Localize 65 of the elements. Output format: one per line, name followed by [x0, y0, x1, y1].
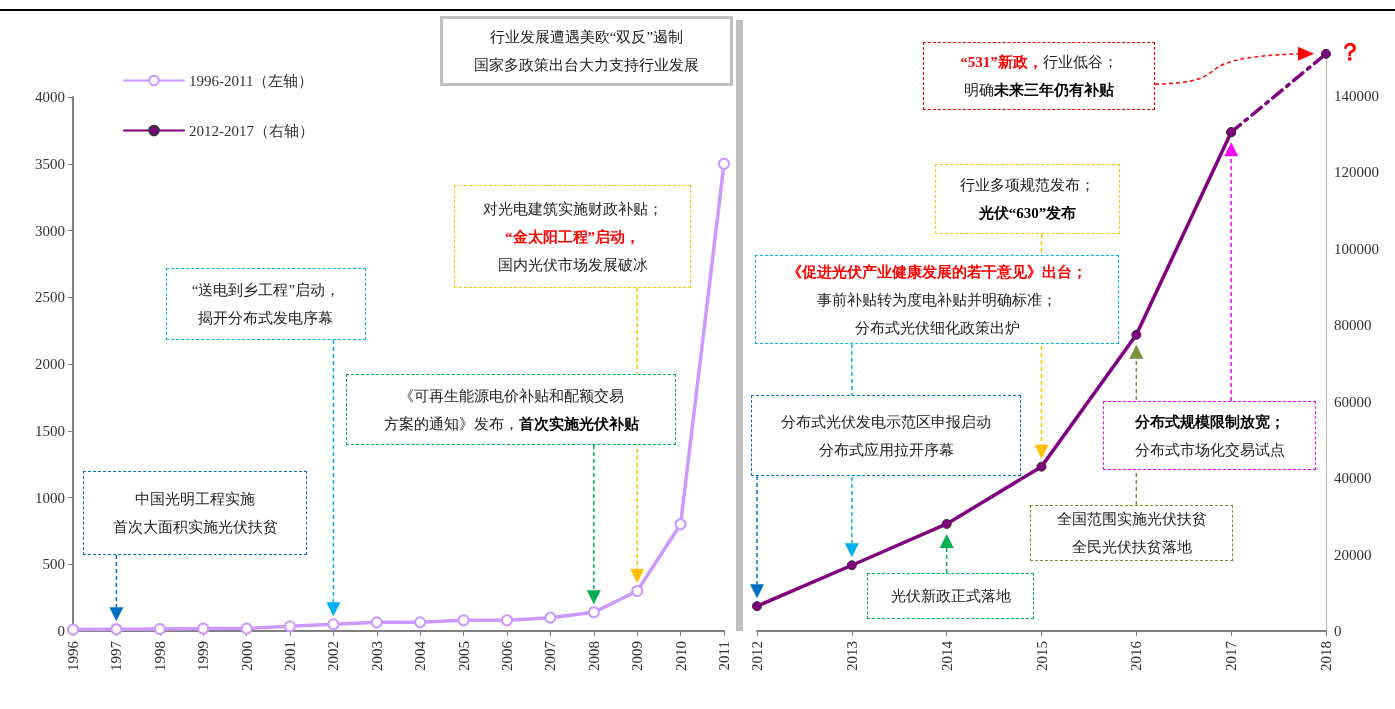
x-tick-label: 2000 [238, 641, 255, 671]
annotation: 光伏新政正式落地 [890, 588, 1011, 604]
x-tick-label: 1998 [151, 641, 168, 671]
annotation: 中国光明工程实施首次大面积实施光伏扶贫 [112, 491, 278, 535]
x-tick-label: 2002 [325, 641, 342, 671]
text: ？ [1338, 37, 1362, 67]
annotation: 《可再生能源电价补贴和配额交易方案的通知》发布，首次实施光伏补贴 [383, 387, 639, 432]
y-tick-label: 3000 [35, 222, 65, 239]
x-tick-label: 2014 [938, 640, 955, 671]
y-tick-label: 3500 [35, 155, 65, 172]
y2-tick-label: 80000 [1334, 317, 1372, 334]
y-tick-label: 2000 [35, 356, 65, 372]
callout-box: “送电到乡工程”启动，揭开分布式发电序幕 [166, 268, 366, 340]
y-tick-label: 500 [42, 556, 65, 573]
callout-box: 分布式规模限制放宽；分布式市场化交易试点 [1103, 401, 1316, 470]
annotation: 分布式规模限制放宽；分布式市场化交易试点 [1134, 413, 1285, 458]
callout-box: 《可再生能源电价补贴和配额交易方案的通知》发布，首次实施光伏补贴 [346, 374, 676, 445]
x-tick-label: 1999 [195, 641, 212, 671]
callout-box: “531”新政，行业低谷；明确未来三年仍有补贴 [923, 42, 1155, 110]
callout-box: 行业多项规范发布；光伏“630”发布 [935, 164, 1120, 234]
x-tick-label: 2011 [716, 641, 732, 671]
y-tick-label: 1000 [35, 489, 65, 506]
y2-tick-label: 40000 [1334, 470, 1372, 487]
x-tick-label: 2018 [1318, 641, 1334, 671]
annotation: 行业多项规范发布；光伏“630”发布 [960, 177, 1095, 221]
y2-tick-label: 0 [1334, 623, 1342, 639]
x-tick-label: 2005 [455, 641, 472, 671]
x-tick-label: 2006 [499, 640, 515, 671]
callout-box: 行业发展遭遇美欧“双反”遏制国家多政策出台大力支持行业发展 [440, 16, 733, 86]
y2-tick-label: 60000 [1334, 393, 1372, 410]
y2-tick-label: 100000 [1334, 240, 1379, 257]
callout-box: 中国光明工程实施首次大面积实施光伏扶贫 [83, 471, 307, 555]
y2-tick-label: 140000 [1334, 87, 1379, 104]
x-tick-label: 2012 [749, 641, 765, 671]
x-tick-label: 2015 [1033, 641, 1050, 671]
callout-box: 对光电建筑实施财政补贴；“金太阳工程”启动，国内光伏市场发展破冰 [454, 185, 691, 288]
annotation: 全国范围实施光伏扶贫全民光伏扶贫落地 [1056, 511, 1207, 555]
y2-tick-label: 20000 [1334, 546, 1372, 563]
x-tick-label: 2017 [1223, 640, 1240, 671]
legend-label: 2012-2017（右轴） [189, 122, 314, 139]
x-tick-label: 2016 [1128, 640, 1145, 671]
y-tick-label: 1500 [35, 422, 65, 439]
x-tick-label: 1996 [65, 640, 81, 671]
annotation: 对光电建筑实施财政补贴；“金太阳工程”启动，国内光伏市场发展破冰 [482, 200, 663, 273]
x-tick-label: 1997 [108, 640, 125, 671]
x-tick-label: 2010 [672, 641, 689, 671]
x-tick-label: 2004 [412, 640, 429, 671]
x-tick-label: 2001 [282, 641, 298, 671]
callout-box: 光伏新政正式落地 [867, 573, 1034, 619]
x-tick-label: 2003 [368, 641, 385, 671]
y-tick-label: 2500 [35, 289, 65, 306]
y-tick-label: 0 [57, 623, 65, 639]
x-tick-label: 2009 [629, 641, 646, 671]
callout-box: 《促进光伏产业健康发展的若干意见》出台；事前补贴转为度电补贴并明确标准；分布式光伏细化政策出炉 [755, 255, 1119, 344]
annotation: “送电到乡工程”启动，揭开分布式发电序幕 [191, 282, 341, 326]
callout-box: 全国范围实施光伏扶贫全民光伏扶贫落地 [1030, 505, 1233, 561]
y-tick-label: 4000 [35, 89, 65, 105]
annotation: 《促进光伏产业健康发展的若干意见》出台；事前补贴转为度电补贴并明确标准；分布式光伏细化政策出炉 [787, 263, 1087, 336]
x-tick-label: 2007 [542, 640, 559, 671]
annotation: 分布式光伏发电示范区申报启动分布式应用拉开序幕 [781, 413, 991, 458]
legend-label: 1996-2011（左轴） [189, 72, 314, 89]
callout-box: 分布式光伏发电示范区申报启动分布式应用拉开序幕 [751, 395, 1021, 476]
x-tick-label: 2008 [585, 641, 602, 671]
x-tick-label: 2013 [843, 641, 860, 671]
y2-tick-label: 120000 [1334, 164, 1379, 181]
